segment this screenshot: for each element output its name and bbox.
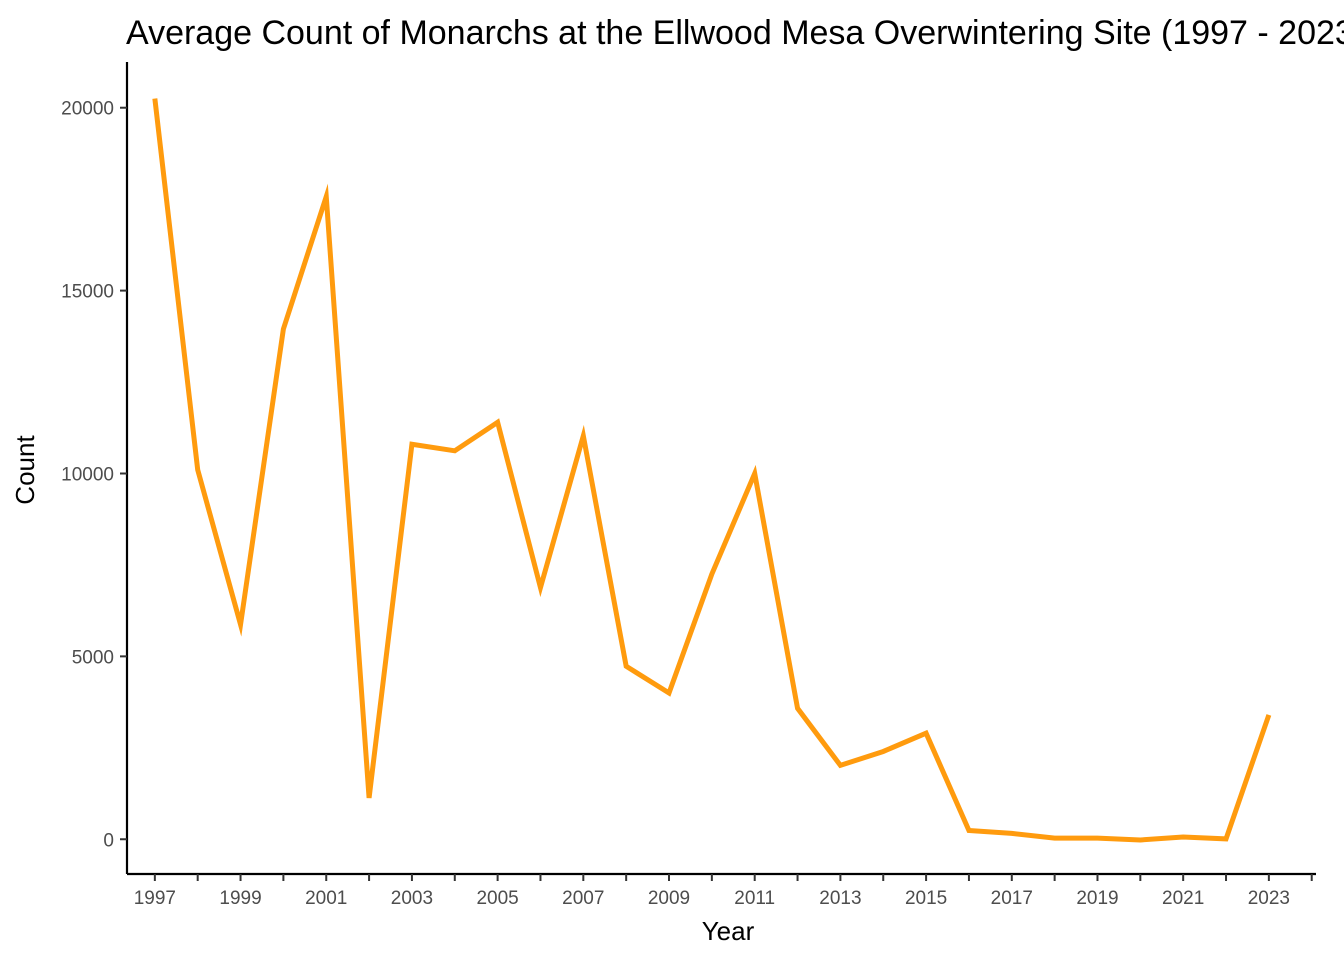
plot-area: 0 5000 10000 15000 20000 1997 1999 2001 2003 2005…	[61, 62, 1316, 909]
x-tick-label: 2005	[476, 888, 518, 909]
x-tick-label: 1999	[219, 888, 261, 909]
x-tick-label: 2019	[1076, 888, 1118, 909]
chart-title: Average Count of Monarchs at the Ellwood…	[126, 14, 1344, 52]
x-tick-label: 2017	[991, 888, 1033, 909]
x-tick-label: 2001	[305, 888, 347, 909]
y-tick-label: 5000	[72, 647, 114, 668]
y-tick-label: 0	[103, 830, 114, 851]
x-tick-label: 2013	[819, 888, 861, 909]
x-tick-label: 2009	[648, 888, 690, 909]
x-axis-title: Year	[702, 916, 755, 946]
x-tick-label: 1997	[134, 888, 176, 909]
x-tick-label: 2011	[734, 888, 775, 909]
x-tick-label: 2003	[391, 888, 433, 909]
y-tick-label: 20000	[61, 99, 114, 120]
x-tick-label: 2021	[1162, 888, 1204, 909]
y-tick-label: 10000	[61, 464, 114, 485]
x-tick-label: 2023	[1248, 888, 1290, 909]
y-axis-title: Count	[10, 435, 40, 505]
x-tick-label: 2015	[905, 888, 947, 909]
x-tick-label: 2007	[562, 888, 604, 909]
series-line	[152, 98, 1272, 843]
y-tick-label: 15000	[61, 282, 114, 303]
